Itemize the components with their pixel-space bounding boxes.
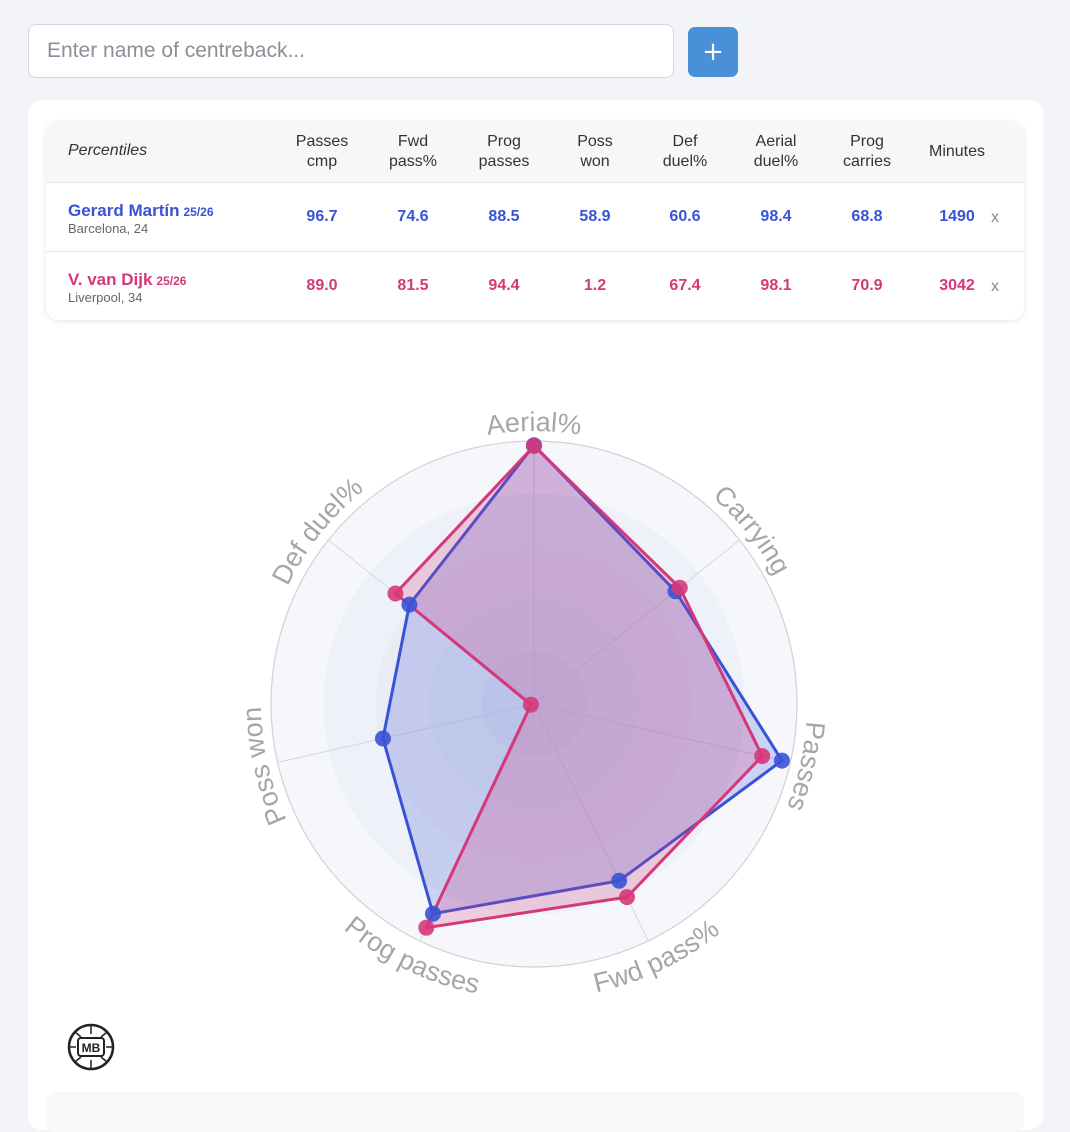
radar-point (522, 696, 539, 713)
player-season: 25/26 (183, 205, 214, 219)
radar-point (773, 752, 790, 769)
value-aerial-duel: 98.4 (760, 208, 792, 225)
header-fwd-pass: Fwd pass% (388, 133, 438, 170)
player-club-age: Liverpool, 34 (68, 290, 143, 305)
header-prog-passes: Prog passes (478, 133, 530, 170)
header-minutes: Minutes (928, 143, 986, 160)
player-season: 25/26 (156, 274, 187, 288)
radar-point (374, 730, 391, 747)
comparison-panel: Percentiles Passes cmp Fwd pass% Prog passe… (28, 100, 1043, 1132)
value-prog-passes: 88.5 (488, 208, 520, 225)
search-row: + (28, 24, 748, 80)
logo-text: MB (82, 1041, 101, 1055)
remove-player-button[interactable]: x (991, 278, 999, 295)
radar-point (754, 748, 771, 765)
value-passes-cmp: 96.7 (306, 208, 338, 225)
value-prog-carries: 68.8 (851, 208, 883, 225)
value-prog-passes: 94.4 (488, 277, 520, 294)
value-poss-won: 58.9 (579, 208, 611, 225)
radar-point (526, 437, 542, 454)
value-poss-won: 1.2 (583, 277, 607, 294)
value-prog-carries: 70.9 (851, 277, 883, 294)
next-card (46, 1092, 1024, 1132)
table-row: V. van Dijk 25/26 Liverpool, 34 89.0 81.5… (46, 252, 1024, 320)
mb-logo-icon: MB (67, 1023, 115, 1071)
radar-series-area (381, 443, 784, 916)
radar-spoke (533, 703, 791, 764)
remove-player-button[interactable]: x (991, 209, 999, 226)
radar-point (671, 579, 688, 596)
value-aerial-duel: 98.1 (760, 277, 792, 294)
radar-point (611, 872, 628, 889)
radar-series-area (393, 444, 764, 930)
header-prog-carries: Prog carries (842, 133, 891, 170)
player-name[interactable]: Gerard Martín 25/26 (68, 201, 214, 220)
table-row: Gerard Martín 25/26 Barcelona, 24 96.7 74… (46, 183, 1024, 252)
value-def-duel: 60.6 (669, 208, 701, 225)
value-fwd-pass: 81.5 (397, 277, 429, 294)
centreback-search-input[interactable] (28, 24, 674, 78)
radar-point (619, 889, 636, 906)
value-minutes: 1490 (939, 208, 975, 225)
player-name[interactable]: V. van Dijk 25/26 (68, 270, 187, 289)
radar-point (401, 596, 418, 613)
radar-spoke (533, 539, 740, 705)
radar-point (418, 919, 435, 936)
header-poss-won: Poss won (577, 133, 613, 170)
radar-point (425, 905, 442, 922)
radar-axis-label: Aerial% (484, 407, 583, 441)
header-passes-cmp: Passes cmp (295, 133, 349, 170)
value-passes-cmp: 89.0 (306, 277, 338, 294)
radar-spoke (277, 703, 535, 764)
add-player-button[interactable]: + (688, 27, 738, 77)
value-fwd-pass: 74.6 (397, 208, 429, 225)
value-minutes: 3042 (939, 277, 975, 294)
radar-point (387, 585, 404, 602)
header-def-duel: Def duel% (662, 133, 708, 170)
value-def-duel: 67.4 (669, 277, 701, 294)
header-percentiles: Percentiles (68, 142, 148, 159)
header-aerial-duel: Aerial duel% (753, 133, 799, 170)
player-club-age: Barcelona, 24 (68, 221, 149, 236)
percentiles-table: Percentiles Passes cmp Fwd pass% Prog passe… (46, 122, 1024, 320)
table-header: Percentiles Passes cmp Fwd pass% Prog passe… (46, 122, 1024, 183)
